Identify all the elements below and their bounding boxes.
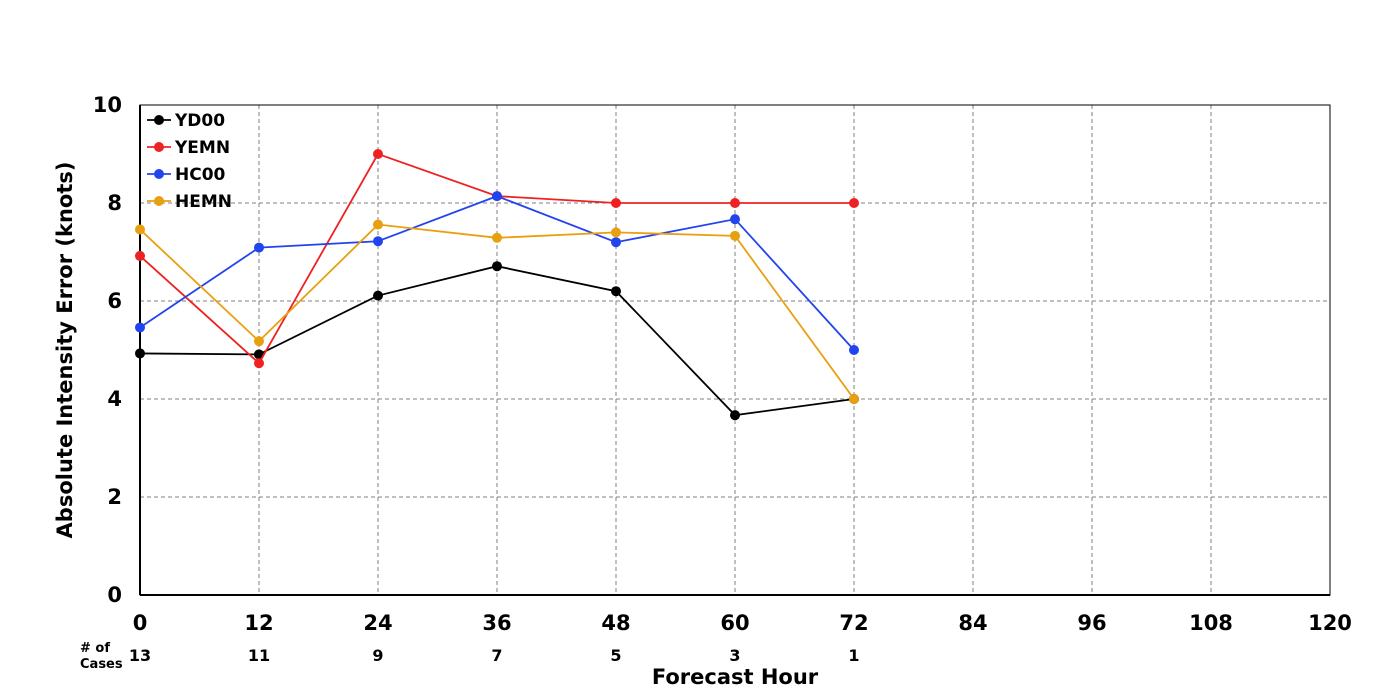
legend-item-hemn: HEMN xyxy=(147,192,232,212)
legend-label: HEMN xyxy=(175,192,232,212)
x-tick-label: 36 xyxy=(482,611,511,635)
data-point xyxy=(492,191,502,202)
y-tick-label: 6 xyxy=(107,289,122,313)
x-tick-label: 60 xyxy=(720,611,749,635)
cases-value: 11 xyxy=(248,646,270,665)
cases-label-line2: Cases xyxy=(80,657,123,672)
cases-value: 3 xyxy=(729,646,740,665)
cases-value: 7 xyxy=(491,646,502,665)
data-point xyxy=(730,214,740,225)
x-tick-label: 0 xyxy=(133,611,148,635)
cases-row: # of Cases 13 11 9 7 5 3 1 xyxy=(80,641,860,672)
data-point xyxy=(135,250,145,261)
data-point xyxy=(611,237,621,248)
legend-swatch-marker xyxy=(154,196,164,206)
data-point xyxy=(254,242,264,253)
series-layer xyxy=(135,149,859,421)
data-point xyxy=(849,394,859,404)
legend-swatch-marker xyxy=(154,115,164,125)
data-point xyxy=(373,149,383,159)
legend-label: YEMN xyxy=(174,138,230,158)
data-point xyxy=(730,410,740,421)
legend-swatch-marker xyxy=(154,142,164,152)
cases-value: 5 xyxy=(610,646,621,665)
x-tick-label: 12 xyxy=(244,611,273,635)
data-point xyxy=(373,236,383,247)
data-point xyxy=(373,290,383,301)
series-hc00 xyxy=(135,191,859,355)
data-point xyxy=(611,286,621,297)
data-point xyxy=(254,349,264,360)
cases-value: 1 xyxy=(848,646,859,665)
cases-value: 9 xyxy=(372,646,383,665)
series-hemn xyxy=(135,219,859,404)
data-point xyxy=(730,230,740,241)
x-tick-label: 108 xyxy=(1189,611,1233,635)
y-axis-title: Absolute Intensity Error (knots) xyxy=(53,162,77,539)
y-tick-label: 0 xyxy=(107,583,122,607)
x-tick-label: 24 xyxy=(363,611,392,635)
data-point xyxy=(492,261,502,272)
legend: YD00 YEMN HC00 HEMN xyxy=(147,111,232,212)
data-point xyxy=(492,232,502,243)
data-point xyxy=(135,348,145,359)
x-tick-label: 120 xyxy=(1308,611,1352,635)
legend-item-yd00: YD00 xyxy=(147,111,225,131)
data-point xyxy=(135,224,145,235)
legend-item-hc00: HC00 xyxy=(147,165,226,185)
data-point xyxy=(373,219,383,230)
legend-swatch-marker xyxy=(154,169,164,179)
data-point xyxy=(611,227,621,238)
y-tick-label: 2 xyxy=(107,485,122,509)
y-tick-label: 8 xyxy=(107,191,122,215)
x-tick-labels: 0 12 24 36 48 60 72 84 96 108 120 xyxy=(133,611,1352,635)
legend-label: HC00 xyxy=(175,165,226,185)
legend-item-yemn: YEMN xyxy=(147,138,230,158)
y-tick-label: 4 xyxy=(107,387,122,411)
data-point xyxy=(730,198,740,208)
data-point xyxy=(849,198,859,208)
x-tick-label: 72 xyxy=(839,611,868,635)
cases-value: 13 xyxy=(129,646,151,665)
cases-label-line1: # of xyxy=(80,641,110,656)
x-tick-label: 48 xyxy=(601,611,630,635)
data-point xyxy=(611,198,621,208)
y-tick-labels: 0 2 4 6 8 10 xyxy=(93,93,122,607)
data-point xyxy=(135,322,145,333)
x-tick-label: 84 xyxy=(958,611,987,635)
x-axis-title: Forecast Hour xyxy=(652,665,819,689)
data-point xyxy=(254,336,264,347)
data-point xyxy=(254,358,264,369)
x-tick-label: 96 xyxy=(1077,611,1106,635)
y-tick-label: 10 xyxy=(93,93,122,117)
legend-label: YD00 xyxy=(174,111,225,131)
data-point xyxy=(849,345,859,355)
